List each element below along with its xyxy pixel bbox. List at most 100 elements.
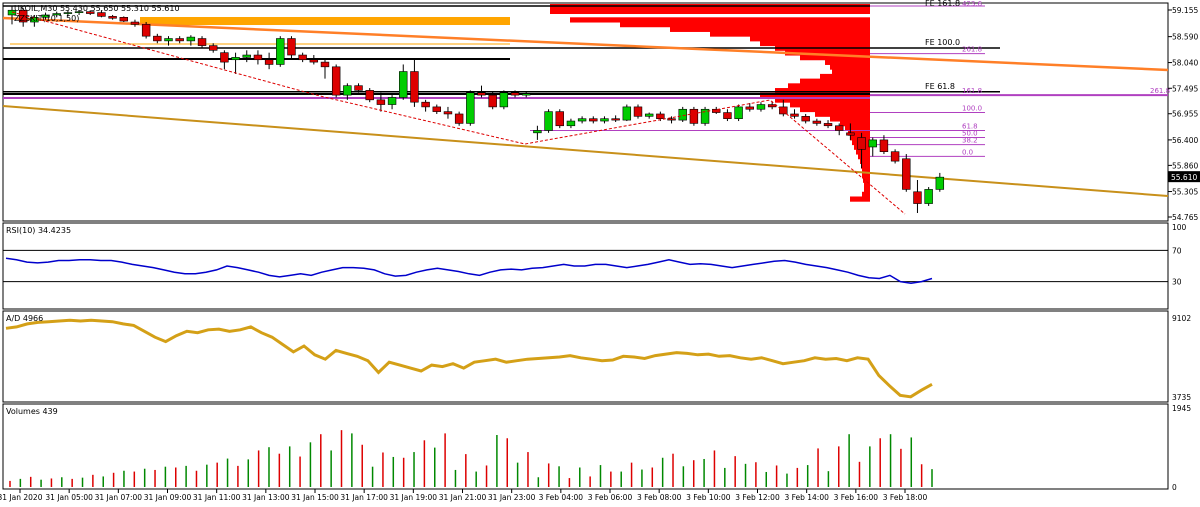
time-label: 31 Jan 09:00 <box>144 493 192 502</box>
channel-line-gold <box>2 105 1169 197</box>
candle-body <box>790 113 799 117</box>
volume-profile-bar <box>830 64 870 70</box>
fib-label: 161.8 <box>962 87 982 95</box>
volume-profile-bar <box>860 158 870 164</box>
price-pane-frame <box>2 2 1169 222</box>
candle-body <box>432 106 441 112</box>
candle-body <box>443 111 453 115</box>
orange-band <box>140 17 510 25</box>
time-label: 31 Jan 11:00 <box>193 493 241 502</box>
ad-title: A/D 4966 <box>6 314 43 323</box>
volume-title: Volumes 439 <box>6 407 58 416</box>
candle-body <box>74 11 84 13</box>
time-label: 31 Jan 15:00 <box>291 493 339 502</box>
candles-layer <box>7 5 945 213</box>
volume-profile-bar <box>863 177 870 183</box>
candle-body <box>533 130 542 134</box>
price-axis: 59.155 58.590 58.040 57.495 56.955 56.400 55.8… <box>1168 6 1200 222</box>
rsi-layer: 100 70 30 <box>3 223 1187 287</box>
ad-pane-frame <box>2 310 1169 403</box>
ad-line <box>5 318 933 399</box>
volume-profile-bar <box>800 55 870 61</box>
candle-body <box>756 104 766 110</box>
zigzag-line <box>11 11 906 215</box>
price-tick-label: 58.040 <box>1172 59 1198 68</box>
volume-axis-label: 1945 <box>1172 404 1191 413</box>
candle-body <box>745 106 754 110</box>
volume-profile-bar <box>858 154 870 160</box>
candle-body <box>86 11 95 14</box>
current-price-label: 55.610 <box>1171 173 1197 182</box>
volume-profile-bar <box>856 149 870 155</box>
candle-body <box>611 118 620 121</box>
volume-profile-bar <box>670 26 870 32</box>
candle-body <box>879 139 889 152</box>
candle-body <box>812 120 822 124</box>
candle-body <box>287 38 296 56</box>
volume-profile-bar <box>760 40 870 47</box>
candle-body <box>231 57 240 61</box>
candle-body <box>331 66 341 96</box>
time-label: 31 Jan 07:00 <box>95 493 143 502</box>
fib-label: 0.0 <box>962 148 973 156</box>
time-label: 3 Feb 10:00 <box>686 493 731 502</box>
candle-body <box>41 14 50 18</box>
time-label: 31 Jan 17:00 <box>340 493 388 502</box>
time-label: 3 Feb 18:00 <box>883 493 928 502</box>
volume-profile-bar <box>775 88 870 94</box>
candle-body <box>264 59 274 65</box>
volume-profile-bar <box>862 191 870 197</box>
time-label: 31 Jan 23:00 <box>488 493 536 502</box>
symbol-header: UKOIL,M30 55.430 55.650 55.310 55.610 <box>14 4 180 13</box>
price-tick-label: 58.590 <box>1172 33 1198 42</box>
volume-profile-bar <box>800 78 870 84</box>
ad-layer: 9102 3735 <box>5 314 1191 402</box>
time-label: 3 Feb 12:00 <box>735 493 780 502</box>
overlay-front-layer: FE 100.0 FE 61.8 261.8 161.8 100.0 61.850.038… <box>11 0 1170 215</box>
candle-body <box>153 35 162 42</box>
candle-body <box>767 104 777 108</box>
candle-body <box>678 108 687 121</box>
candle-body <box>667 118 676 121</box>
indicator-header: ZZSKIT(10,1,50) <box>14 14 79 23</box>
candle-body <box>644 113 654 117</box>
current-price-box <box>1168 171 1200 183</box>
candle-body <box>510 92 520 96</box>
candle-body <box>119 17 128 22</box>
volume-pane-frame <box>2 403 1169 490</box>
volume-profile-bar <box>864 182 870 188</box>
candle-body <box>7 9 17 16</box>
candle-body <box>712 108 721 113</box>
candle-body <box>164 38 173 42</box>
candle-body <box>387 97 397 105</box>
volume-profile-bar <box>790 102 870 108</box>
time-label: 31 Jan 2020 <box>0 493 43 502</box>
level-label: FE 61.8 <box>925 82 955 91</box>
candle-body <box>835 125 844 131</box>
volume-profile-bar <box>710 31 870 37</box>
candle-body <box>399 71 408 98</box>
volume-profile-bar <box>820 73 870 80</box>
volume-profile-bar <box>862 168 870 174</box>
volume-profile-bar <box>861 163 870 169</box>
fib-label-far-right: 261.8 <box>1150 87 1170 95</box>
time-label: 31 Jan 19:00 <box>390 493 438 502</box>
price-tick-label: 56.400 <box>1172 136 1198 145</box>
fib-label: 100.0 <box>962 105 982 113</box>
candle-body <box>477 92 486 96</box>
fib-label-top-right: 423.6 <box>962 0 983 8</box>
candle-body <box>633 106 643 117</box>
candle-body <box>857 137 866 150</box>
volume-profile-bar <box>825 59 870 65</box>
candle-body <box>354 85 363 91</box>
candle-body <box>913 191 922 204</box>
volume-profile-bar <box>832 69 870 75</box>
time-label: 31 Jan 05:00 <box>45 493 93 502</box>
volume-axis-label: 0 <box>1172 483 1177 492</box>
channel-line-orange <box>2 16 1169 72</box>
candle-body <box>175 38 184 42</box>
rsi-pane-frame <box>2 222 1169 310</box>
fib-label-top: FE 161.8 <box>925 0 960 8</box>
